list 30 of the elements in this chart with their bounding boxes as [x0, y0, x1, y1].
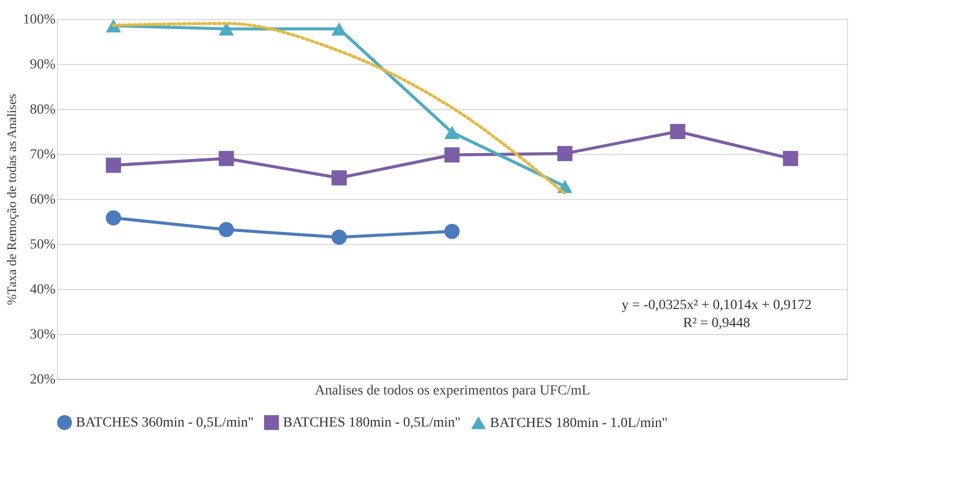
point [332, 230, 347, 245]
x-axis-title: Analises de todos os experimentos para UFC/mL [314, 384, 590, 398]
point [218, 222, 234, 238]
y-tick-label: 80% [30, 102, 56, 118]
y-tick-label: 70% [30, 148, 56, 162]
point [444, 126, 460, 139]
annotation: y = -0,0325x² + 0,1014x + 0,9172 [622, 298, 812, 314]
point [557, 146, 572, 162]
legend-label: BATCHES 180min - 1.0L/min" [490, 416, 668, 431]
point [332, 22, 347, 36]
point [444, 224, 460, 239]
y-axis-title: %Taxa de Remoção de todas as Analises [4, 94, 19, 306]
annotation: R² = 0,9448 [683, 316, 750, 332]
point [106, 210, 122, 226]
point [332, 170, 347, 186]
y-tick-label: 90% [30, 58, 56, 72]
y-tick-label: 50% [30, 238, 56, 252]
legend-label: BATCHES 360min - 0,5L/min" [76, 416, 254, 431]
point [106, 158, 122, 173]
y-tick-label: 100% [22, 12, 56, 28]
y-tick-label: 30% [30, 328, 56, 342]
point [782, 150, 798, 166]
y-tick-label: 40% [30, 282, 56, 298]
y-tick-label: 60% [30, 192, 56, 208]
legend-label: BATCHES 180min - 0,5L/min" [283, 416, 461, 431]
point [444, 147, 460, 162]
y-tick-label: 20% [30, 372, 56, 388]
point [670, 124, 686, 140]
point [218, 150, 234, 166]
point [218, 22, 234, 36]
